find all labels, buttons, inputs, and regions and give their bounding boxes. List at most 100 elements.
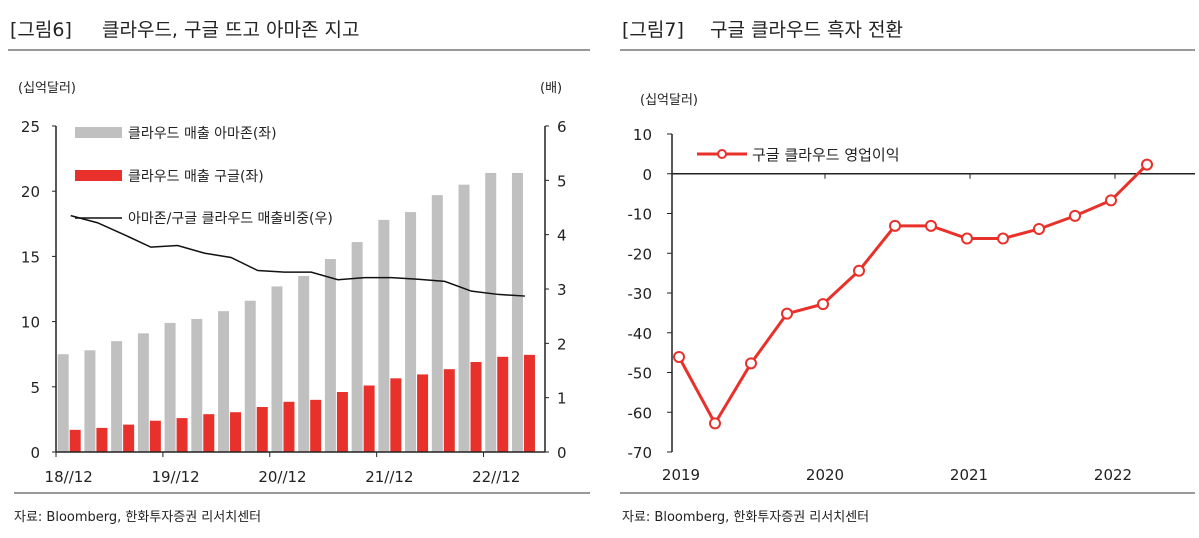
bar-amazon xyxy=(405,212,417,452)
figure-6: [그림6] 클라우드, 구글 뜨고 아마존 지고 (십억달러) (배) 0510… xyxy=(8,19,590,525)
bar-google xyxy=(123,424,135,452)
y2-tick-label: 0 xyxy=(557,444,567,462)
bar-amazon xyxy=(84,350,96,452)
bar-google xyxy=(336,392,348,452)
legend-label: 아마존/구글 클라우드 매출비중(우) xyxy=(128,211,333,227)
x-tick-label: 22//12 xyxy=(472,468,520,486)
bar-google xyxy=(69,429,81,452)
bar-amazon xyxy=(191,318,203,452)
bar-google xyxy=(149,420,161,452)
data-point xyxy=(817,298,829,311)
bar-amazon xyxy=(378,219,390,452)
y-tick-label: -40 xyxy=(628,325,653,343)
figure-7-label: [그림7] xyxy=(622,19,684,41)
y2-tick-label: 5 xyxy=(557,172,567,190)
bar-google xyxy=(363,385,375,452)
bar-google xyxy=(176,418,188,452)
line-operating-income xyxy=(677,163,1149,427)
left-axis-unit: (십억달러) xyxy=(18,81,76,96)
y2-tick-label: 4 xyxy=(557,227,567,245)
x-tick-label: 2019 xyxy=(662,466,700,484)
x-tick-label: 2020 xyxy=(806,466,844,484)
bar-amazon xyxy=(137,333,149,452)
bar-amazon xyxy=(298,275,310,452)
y2-tick-label: 2 xyxy=(557,335,567,353)
bar-amazon xyxy=(458,184,470,452)
data-point xyxy=(781,307,793,320)
figure-6-title: 클라우드, 구글 뜨고 아마존 지고 xyxy=(102,19,359,41)
bar-amazon xyxy=(351,242,363,452)
legend-label: 구글 클라우드 영업이익 xyxy=(752,146,900,164)
figure-6-source: 자료: Bloomberg, 한화투자증권 리서치센터 xyxy=(14,510,261,525)
x-tick-label: 20//12 xyxy=(258,468,306,486)
x-tick-label: 19//12 xyxy=(151,468,199,486)
bar-google xyxy=(256,407,268,452)
y-tick-label: 20 xyxy=(21,183,40,201)
x-tick-label: 2021 xyxy=(950,466,988,484)
figure-7-title: 구글 클라우드 흑자 전환 xyxy=(710,19,903,41)
y-tick-label: 5 xyxy=(30,379,40,397)
data-point xyxy=(925,219,937,232)
legend-label: 클라우드 매출 아마존(좌) xyxy=(128,126,277,142)
y2-tick-label: 3 xyxy=(557,281,567,299)
data-point xyxy=(673,350,685,363)
bar-amazon xyxy=(164,322,176,452)
bar-google xyxy=(417,374,429,452)
y-tick-label: -10 xyxy=(628,206,653,224)
y2-tick-label: 6 xyxy=(557,118,567,136)
figure-6-label: [그림6] xyxy=(10,19,72,41)
figure-7: [그림7] 구글 클라우드 흑자 전환 (십억달러) -70 -60 -50 -40 -… xyxy=(620,19,1195,525)
y-tick-label: 0 xyxy=(30,444,40,462)
data-point xyxy=(961,232,973,245)
data-point xyxy=(997,232,1009,245)
bar-google xyxy=(497,356,509,452)
x-tick-label: 21//12 xyxy=(365,468,413,486)
bar-google xyxy=(96,427,108,452)
legend-swatch xyxy=(75,127,122,138)
bar-amazon xyxy=(511,172,523,452)
y-tick-label: -70 xyxy=(628,444,653,462)
bar-amazon xyxy=(244,300,256,452)
y-tick-label: -30 xyxy=(628,285,653,303)
y-tick-label: -20 xyxy=(628,245,653,263)
bar-google xyxy=(203,414,215,452)
bar-google xyxy=(283,401,295,452)
data-point xyxy=(709,417,721,430)
y-tick-label: 25 xyxy=(21,118,40,136)
axis-unit: (십억달러) xyxy=(640,93,698,108)
y-tick-label: 15 xyxy=(21,248,40,266)
bar-google xyxy=(443,369,455,452)
data-point xyxy=(1105,194,1117,207)
bar-google xyxy=(470,362,482,452)
legend-label: 클라우드 매출 구글(좌) xyxy=(128,169,264,185)
y-tick-label: -50 xyxy=(628,365,653,383)
bar-amazon xyxy=(111,341,123,452)
legend-swatch xyxy=(75,170,122,181)
data-point xyxy=(745,357,757,370)
data-point xyxy=(853,264,865,277)
data-point xyxy=(1033,223,1045,236)
x-tick-label: 18//12 xyxy=(45,468,93,486)
right-axis-unit: (배) xyxy=(540,81,562,96)
bar-amazon xyxy=(485,172,497,452)
line-ratio xyxy=(70,214,526,297)
bar-google xyxy=(230,412,242,452)
y-tick-label: 10 xyxy=(21,314,40,332)
y-tick-label: 10 xyxy=(633,126,652,144)
y2-tick-label: 1 xyxy=(557,390,567,408)
data-point xyxy=(1141,158,1153,171)
bar-amazon xyxy=(218,311,230,452)
bar-google xyxy=(523,354,535,452)
legend-marker xyxy=(717,149,727,159)
bar-amazon xyxy=(57,354,69,452)
bar-google xyxy=(310,399,322,452)
data-point xyxy=(1069,209,1081,222)
x-tick-label: 2022 xyxy=(1094,466,1132,484)
bar-google xyxy=(390,378,402,452)
figure-7-source: 자료: Bloomberg, 한화투자증권 리서치센터 xyxy=(622,510,869,525)
bar-amazon xyxy=(324,259,336,452)
data-point xyxy=(889,219,901,232)
y-tick-label: -60 xyxy=(628,404,653,422)
